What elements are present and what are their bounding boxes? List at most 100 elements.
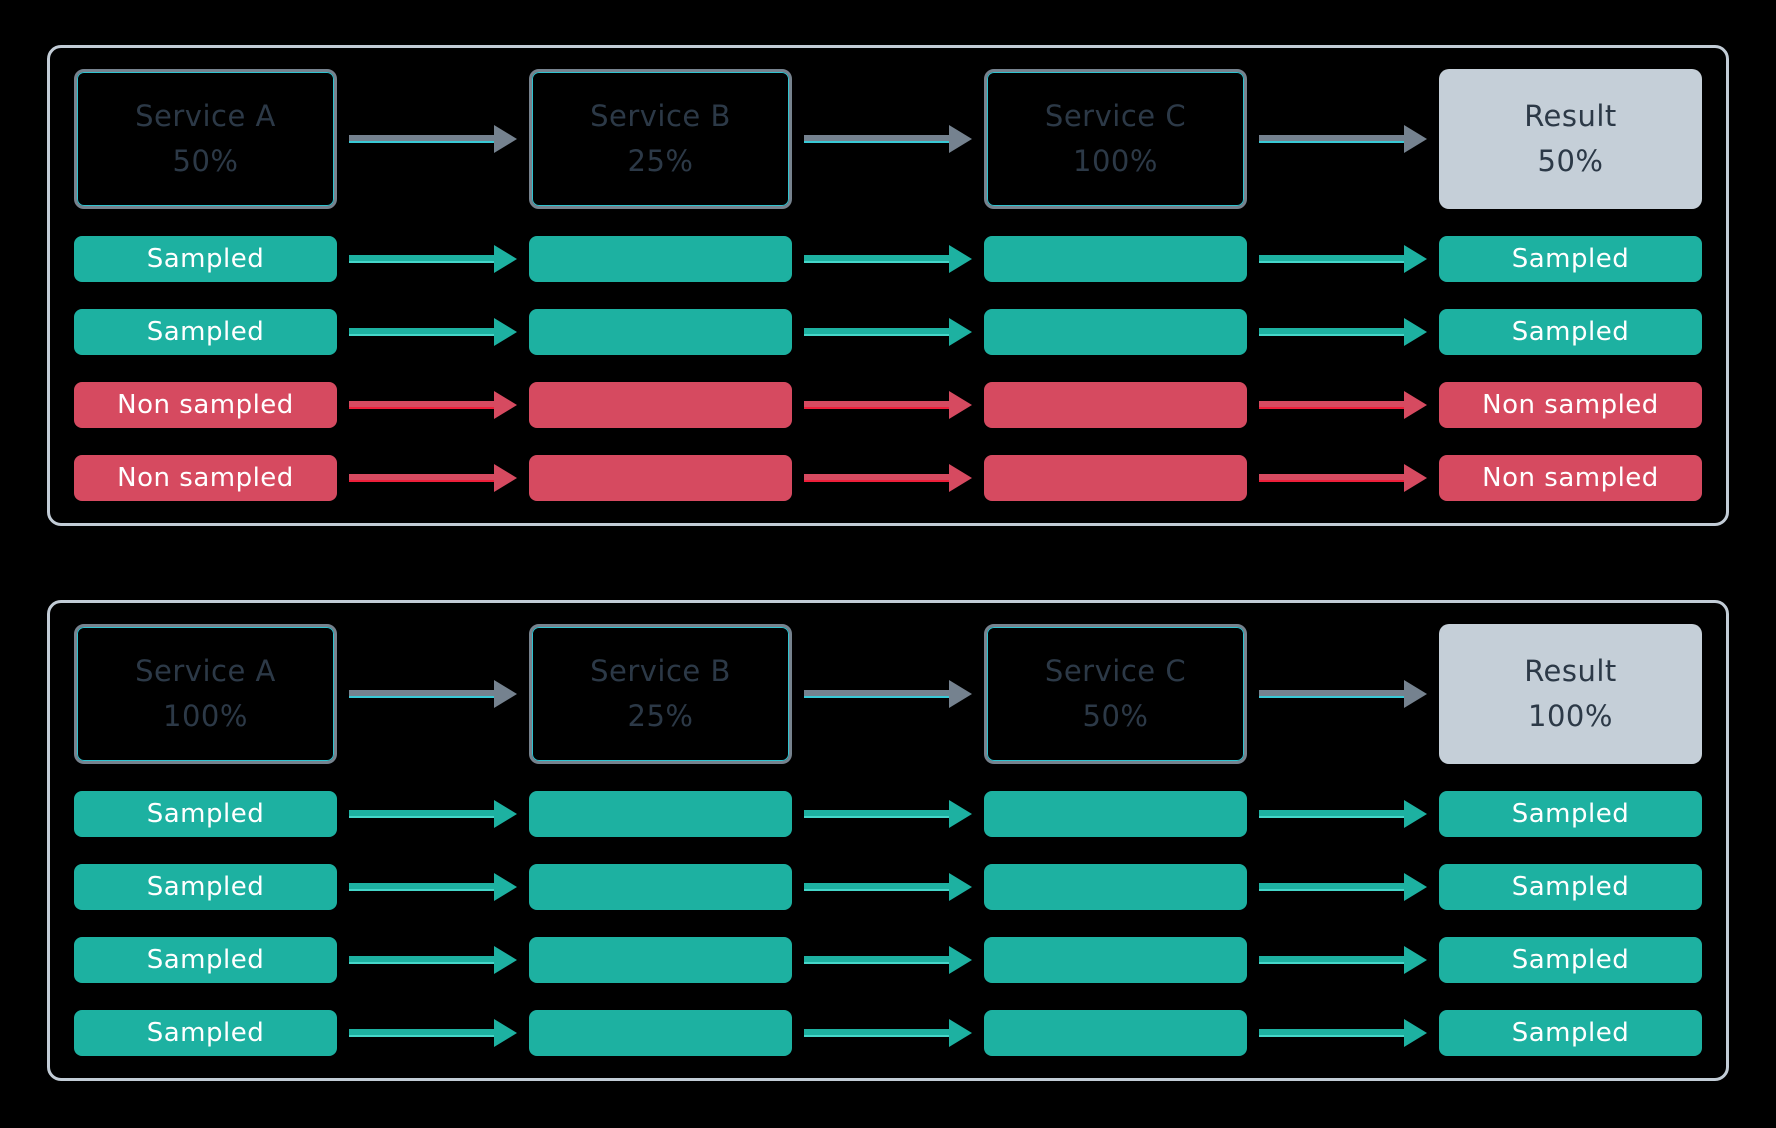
trace-mid-bar (529, 1010, 792, 1056)
service-rate: 50% (172, 144, 239, 178)
arrow-shaft (804, 474, 950, 482)
trace-start-bar: Sampled (74, 791, 337, 837)
service-name: Service C (1044, 654, 1187, 688)
arrow-head-icon (494, 946, 517, 974)
arrow-right-icon (1259, 680, 1427, 708)
arrow-right-icon (1259, 391, 1427, 419)
trace-label: Sampled (1511, 799, 1630, 829)
trace-end-bar: Sampled (1439, 937, 1702, 983)
arrow-head-icon (494, 245, 517, 273)
arrow-shaft (1259, 401, 1405, 409)
service-b-box: Service B 25% (529, 69, 792, 209)
arrow-right-icon (804, 318, 972, 346)
service-name: Service C (1044, 99, 1187, 133)
arrow-right-icon (1259, 464, 1427, 492)
trace-mid-bar (984, 864, 1247, 910)
flow-grid: Service A 50% Service B 25% Service C 10… (74, 69, 1702, 501)
service-rate: 50% (1082, 699, 1149, 733)
arrow-right-icon (349, 1019, 517, 1047)
trace-start-bar: Sampled (74, 864, 337, 910)
trace-mid-bar (984, 1010, 1247, 1056)
trace-mid-bar (984, 309, 1247, 355)
service-a-box: Service A 100% (74, 624, 337, 764)
arrow-shaft (804, 401, 950, 409)
trace-label: Sampled (1511, 244, 1630, 274)
trace-mid-bar (529, 382, 792, 428)
arrow-right-icon (804, 873, 972, 901)
trace-mid-bar (529, 864, 792, 910)
service-b-box: Service B 25% (529, 624, 792, 764)
arrow-head-icon (494, 800, 517, 828)
arrow-head-icon (1404, 125, 1427, 153)
service-name: Service A (135, 99, 276, 133)
arrow-head-icon (949, 318, 972, 346)
arrow-shaft (804, 135, 950, 143)
arrow-right-icon (1259, 800, 1427, 828)
arrow-shaft (349, 401, 495, 409)
arrow-head-icon (1404, 800, 1427, 828)
result-rate: 50% (1537, 144, 1604, 178)
service-rate: 25% (627, 144, 694, 178)
arrow-shaft (349, 328, 495, 336)
service-rate: 100% (1073, 144, 1158, 178)
trace-label: Sampled (146, 317, 265, 347)
trace-label: Sampled (146, 1018, 265, 1048)
trace-label: Sampled (1511, 945, 1630, 975)
trace-label: Sampled (146, 799, 265, 829)
trace-end-bar: Non sampled (1439, 382, 1702, 428)
arrow-head-icon (494, 464, 517, 492)
arrow-shaft (349, 474, 495, 482)
arrow-shaft (1259, 956, 1405, 964)
arrow-right-icon (349, 125, 517, 153)
arrow-right-icon (349, 873, 517, 901)
arrow-head-icon (949, 873, 972, 901)
arrow-shaft (1259, 135, 1405, 143)
trace-mid-bar (984, 382, 1247, 428)
trace-mid-bar (529, 937, 792, 983)
arrow-right-icon (804, 800, 972, 828)
arrow-shaft (804, 1029, 950, 1037)
arrow-shaft (1259, 1029, 1405, 1037)
arrow-head-icon (1404, 391, 1427, 419)
arrow-head-icon (1404, 946, 1427, 974)
service-name: Service B (590, 99, 731, 133)
trace-label: Sampled (146, 945, 265, 975)
arrow-right-icon (1259, 1019, 1427, 1047)
arrow-head-icon (494, 873, 517, 901)
arrow-right-icon (804, 1019, 972, 1047)
trace-start-bar: Sampled (74, 236, 337, 282)
arrow-shaft (804, 690, 950, 698)
trace-mid-bar (529, 236, 792, 282)
arrow-right-icon (804, 680, 972, 708)
result-name: Result (1524, 654, 1617, 688)
arrow-right-icon (349, 946, 517, 974)
trace-end-bar: Sampled (1439, 1010, 1702, 1056)
arrow-shaft (349, 810, 495, 818)
arrow-head-icon (494, 1019, 517, 1047)
arrow-head-icon (949, 125, 972, 153)
arrow-right-icon (349, 318, 517, 346)
trace-mid-bar (984, 791, 1247, 837)
arrow-right-icon (1259, 873, 1427, 901)
service-rate: 100% (163, 699, 248, 733)
arrow-shaft (349, 135, 495, 143)
trace-label: Sampled (1511, 872, 1630, 902)
arrow-right-icon (1259, 318, 1427, 346)
arrow-right-icon (804, 245, 972, 273)
arrow-shaft (804, 810, 950, 818)
arrow-right-icon (349, 680, 517, 708)
trace-mid-bar (529, 309, 792, 355)
trace-label: Sampled (1511, 1018, 1630, 1048)
trace-end-bar: Sampled (1439, 864, 1702, 910)
arrow-head-icon (949, 800, 972, 828)
arrow-right-icon (349, 245, 517, 273)
arrow-shaft (804, 255, 950, 263)
service-name: Service B (590, 654, 731, 688)
arrow-shaft (349, 883, 495, 891)
trace-end-bar: Sampled (1439, 791, 1702, 837)
trace-label: Sampled (1511, 317, 1630, 347)
arrow-shaft (1259, 810, 1405, 818)
trace-label: Sampled (146, 244, 265, 274)
arrow-head-icon (1404, 318, 1427, 346)
